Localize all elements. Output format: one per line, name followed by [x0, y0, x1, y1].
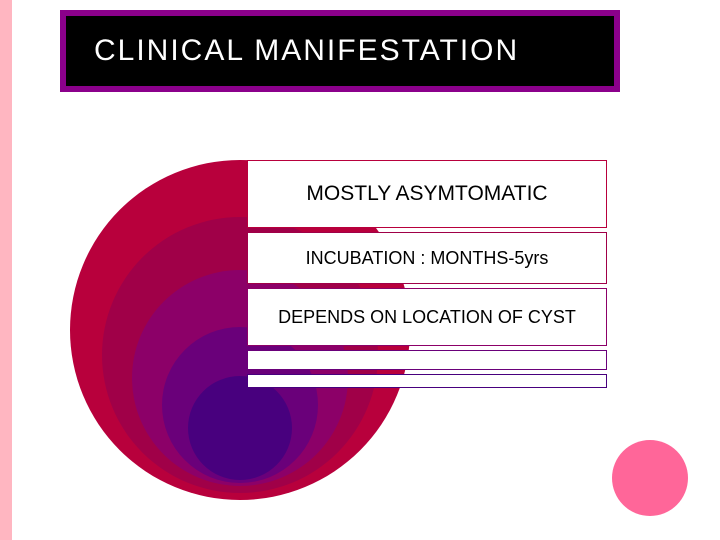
- diagram-row-2-text: INCUBATION : MONTHS-5yrs: [306, 248, 549, 269]
- slide: CLINICAL MANIFESTATION MOSTLY ASYMTOMATI…: [0, 0, 720, 540]
- slide-title: CLINICAL MANIFESTATION: [94, 34, 519, 68]
- diagram-circle-5: [188, 376, 292, 480]
- diagram: MOSTLY ASYMTOMATIC INCUBATION : MONTHS-5…: [110, 160, 610, 500]
- decorative-dot: [612, 440, 688, 516]
- title-box: CLINICAL MANIFESTATION: [60, 10, 620, 92]
- diagram-row-5: [247, 374, 607, 388]
- diagram-row-3: DEPENDS ON LOCATION OF CYST: [247, 288, 607, 346]
- diagram-row-1: MOSTLY ASYMTOMATIC: [247, 160, 607, 228]
- diagram-row-4: [247, 350, 607, 370]
- diagram-row-2: INCUBATION : MONTHS-5yrs: [247, 232, 607, 284]
- diagram-row-1-text: MOSTLY ASYMTOMATIC: [306, 182, 547, 206]
- accent-stripe: [0, 0, 12, 540]
- diagram-row-3-text: DEPENDS ON LOCATION OF CYST: [278, 307, 576, 328]
